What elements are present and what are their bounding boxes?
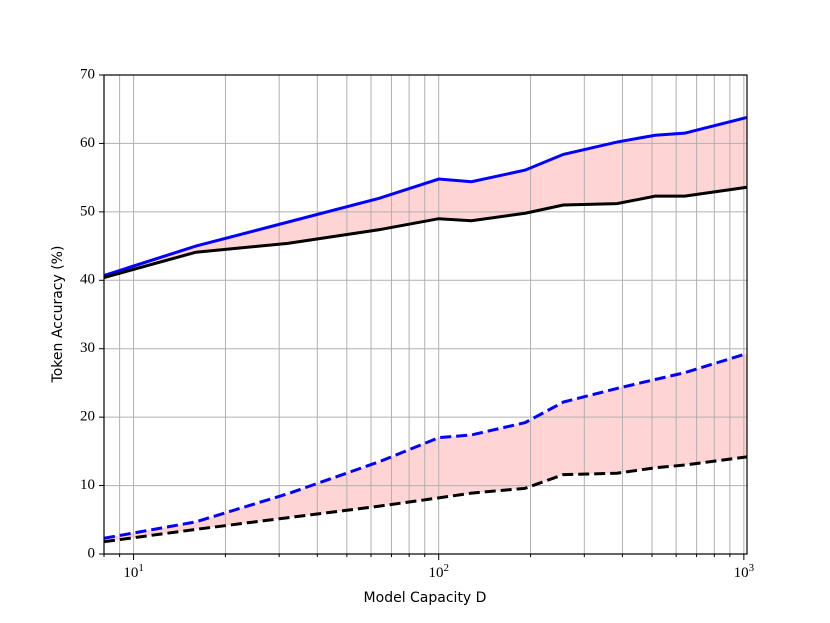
series-line <box>103 185 748 279</box>
y-axis-label: Token Accuracy (%) <box>50 246 66 384</box>
fill-band <box>104 353 747 542</box>
x-axis-label: Model Capacity D <box>364 590 487 606</box>
series-line <box>103 455 748 544</box>
series-line <box>103 352 748 540</box>
fill-band <box>104 117 747 278</box>
y-tick-label: 20 <box>80 409 95 425</box>
x-tick-label: 103 <box>734 562 755 582</box>
y-tick-label: 70 <box>80 66 95 82</box>
plot-frame <box>103 74 748 555</box>
y-tick-label: 60 <box>80 135 95 151</box>
y-tick-label: 50 <box>80 203 95 219</box>
y-tick-label: 10 <box>80 477 95 493</box>
series-line <box>103 115 748 277</box>
y-tick-label: 0 <box>88 545 96 561</box>
x-tick-label: 101 <box>123 562 144 582</box>
y-tick-label: 40 <box>80 272 95 288</box>
y-tick-label: 30 <box>80 340 95 356</box>
x-tick-label: 102 <box>428 562 449 582</box>
